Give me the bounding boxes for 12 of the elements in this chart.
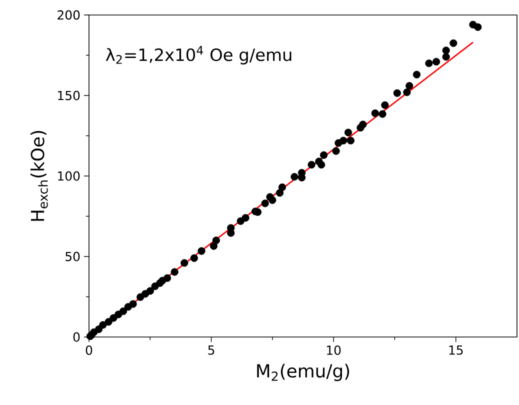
x-tick-label: 5 xyxy=(208,346,214,355)
y-tick-label: 150 xyxy=(58,90,80,100)
y-tick-label: 0 xyxy=(73,332,80,342)
x-tick-label: 15 xyxy=(449,346,463,355)
y-axis-title: H$_{exch}$(kOe) xyxy=(30,131,48,221)
x-tick-label: 10 xyxy=(327,346,341,355)
y-tick-label: 200 xyxy=(58,10,80,20)
annotation: λ$_{2}$=1,2x10$^{4}$ Oe g/emu xyxy=(106,46,292,64)
y-tick-label: 100 xyxy=(58,171,80,181)
y-tick-label: 50 xyxy=(66,252,80,262)
x-tick-label: 0 xyxy=(86,346,92,355)
x-axis-title: M$_{2}$(emu/g) xyxy=(257,364,350,382)
